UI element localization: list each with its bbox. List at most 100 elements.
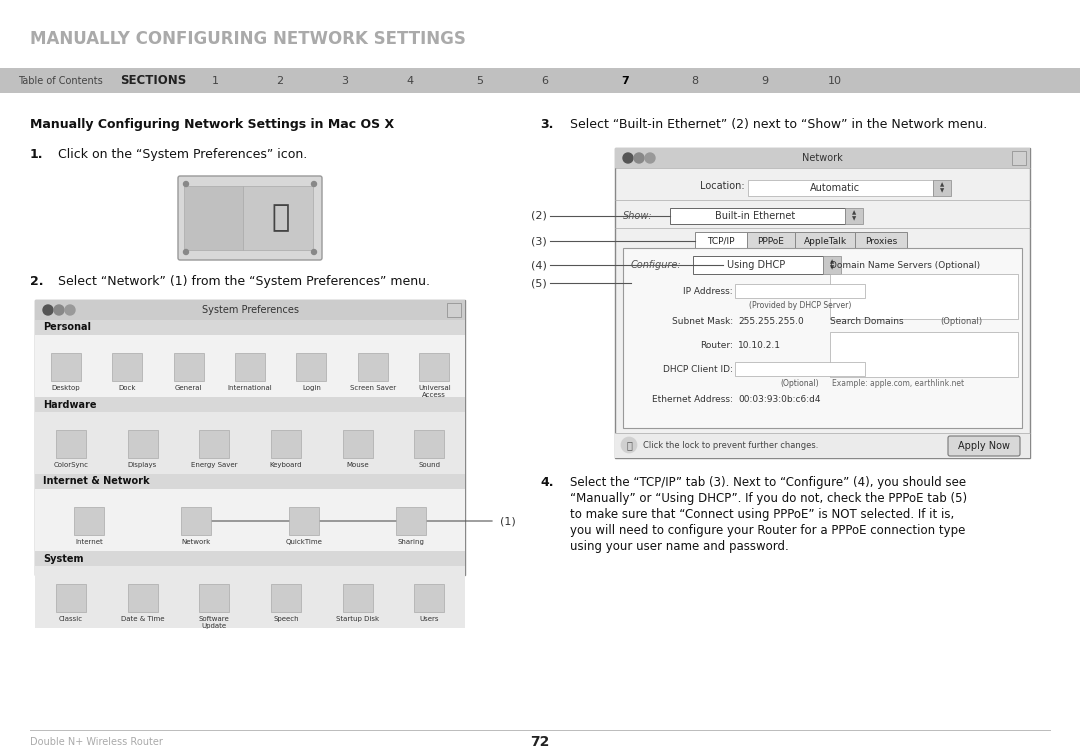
- Text: Sound: Sound: [418, 462, 441, 468]
- Text: Apply Now: Apply Now: [958, 441, 1010, 451]
- Bar: [35, 335, 465, 397]
- Circle shape: [311, 249, 316, 255]
- Bar: [823, 256, 841, 274]
- Text: Router:: Router:: [700, 340, 733, 349]
- FancyBboxPatch shape: [948, 436, 1020, 456]
- Bar: [35, 300, 465, 320]
- Text: System Preferences: System Preferences: [202, 305, 298, 315]
- Text: Example: apple.com, earthlink.net: Example: apple.com, earthlink.net: [833, 380, 964, 389]
- Bar: [235, 353, 265, 381]
- Bar: [1012, 151, 1026, 165]
- Text: 4: 4: [406, 76, 414, 85]
- Text: MANUALLY CONFIGURING NETWORK SETTINGS: MANUALLY CONFIGURING NETWORK SETTINGS: [30, 30, 465, 48]
- Text: Configure:: Configure:: [631, 260, 681, 270]
- Text: TCP/IP: TCP/IP: [707, 237, 734, 246]
- Bar: [747, 232, 795, 250]
- Circle shape: [623, 153, 633, 163]
- Bar: [181, 507, 212, 535]
- Text: 10: 10: [828, 76, 842, 85]
- Text: PPPoE: PPPoE: [757, 237, 784, 246]
- Circle shape: [634, 153, 644, 163]
- Text: Displays: Displays: [127, 462, 157, 468]
- Bar: [35, 474, 465, 489]
- Text: Double N+ Wireless Router: Double N+ Wireless Router: [30, 737, 163, 747]
- Text: ▲
▼: ▲ ▼: [829, 259, 834, 271]
- Bar: [35, 566, 465, 628]
- Bar: [735, 284, 865, 298]
- Circle shape: [43, 305, 53, 315]
- Text: (5): (5): [531, 278, 546, 288]
- Text: ColorSync: ColorSync: [53, 462, 89, 468]
- Text: General: General: [175, 385, 202, 391]
- Text: 1: 1: [212, 76, 218, 85]
- Text: “Manually” or “Using DHCP”. If you do not, check the PPPoE tab (5): “Manually” or “Using DHCP”. If you do no…: [570, 492, 967, 505]
- Text: Automatic: Automatic: [810, 183, 860, 193]
- Text: Universal
Access: Universal Access: [418, 385, 450, 398]
- Text: 72: 72: [530, 735, 550, 749]
- Text: Network: Network: [802, 153, 842, 163]
- Bar: [933, 180, 951, 196]
- Text: Hardware: Hardware: [43, 399, 96, 410]
- Text: (Provided by DHCP Server): (Provided by DHCP Server): [748, 302, 851, 311]
- Bar: [184, 186, 243, 250]
- Text: Ethernet Address:: Ethernet Address:: [652, 395, 733, 404]
- Text: Click on the “System Preferences” icon.: Click on the “System Preferences” icon.: [58, 148, 307, 161]
- Text: Screen Saver: Screen Saver: [350, 385, 396, 391]
- Text: Select “Network” (1) from the “System Preferences” menu.: Select “Network” (1) from the “System Pr…: [58, 275, 430, 288]
- Bar: [271, 584, 301, 612]
- Text: Software
Update: Software Update: [199, 616, 230, 629]
- Text: 5: 5: [476, 76, 484, 85]
- Circle shape: [184, 249, 189, 255]
- Bar: [693, 256, 823, 274]
- Circle shape: [65, 305, 75, 315]
- Bar: [845, 208, 863, 224]
- Text: Using DHCP: Using DHCP: [727, 260, 785, 270]
- Text: you will need to configure your Router for a PPPoE connection type: you will need to configure your Router f…: [570, 524, 966, 537]
- Text: Sharing: Sharing: [397, 539, 424, 545]
- FancyBboxPatch shape: [178, 176, 322, 260]
- Bar: [199, 430, 229, 458]
- Bar: [414, 584, 444, 612]
- Text: (1): (1): [500, 516, 516, 526]
- Text: Classic: Classic: [58, 616, 83, 622]
- Bar: [0, 68, 1080, 93]
- Text: 3: 3: [341, 76, 349, 85]
- Bar: [35, 489, 465, 551]
- Text: Search Domains: Search Domains: [831, 317, 904, 326]
- Bar: [112, 353, 143, 381]
- Text: 2.: 2.: [30, 275, 43, 288]
- Bar: [296, 353, 326, 381]
- Text: Speech: Speech: [273, 616, 299, 622]
- Text: (2): (2): [531, 211, 546, 221]
- Text: Energy Saver: Energy Saver: [191, 462, 238, 468]
- Bar: [342, 430, 373, 458]
- Text: 3.: 3.: [540, 118, 553, 131]
- Text: IP Address:: IP Address:: [684, 287, 733, 296]
- Text: SECTIONS: SECTIONS: [120, 74, 186, 87]
- Bar: [419, 353, 449, 381]
- Bar: [615, 148, 1030, 458]
- Text: Dock: Dock: [119, 385, 136, 391]
- Text: 4.: 4.: [540, 476, 554, 489]
- Text: DHCP Client ID:: DHCP Client ID:: [663, 364, 733, 373]
- Circle shape: [311, 181, 316, 187]
- Text: Domain Name Servers (Optional): Domain Name Servers (Optional): [831, 261, 981, 269]
- Bar: [414, 430, 444, 458]
- Text: International: International: [228, 385, 272, 391]
- Bar: [35, 397, 465, 412]
- Bar: [199, 584, 229, 612]
- Bar: [831, 332, 1018, 377]
- Text: Click the lock to prevent further changes.: Click the lock to prevent further change…: [643, 442, 819, 451]
- Text: ▲
▼: ▲ ▼: [940, 183, 944, 194]
- Text: Startup Disk: Startup Disk: [336, 616, 379, 622]
- Bar: [288, 507, 319, 535]
- Text: Network: Network: [181, 539, 211, 545]
- Bar: [855, 232, 907, 250]
- Bar: [35, 412, 465, 474]
- Text: Date & Time: Date & Time: [121, 616, 164, 622]
- Text: System: System: [43, 553, 83, 563]
- Bar: [748, 180, 933, 196]
- Text: 1.: 1.: [30, 148, 43, 161]
- Text: Built-in Ethernet: Built-in Ethernet: [715, 211, 795, 221]
- Bar: [615, 433, 1030, 458]
